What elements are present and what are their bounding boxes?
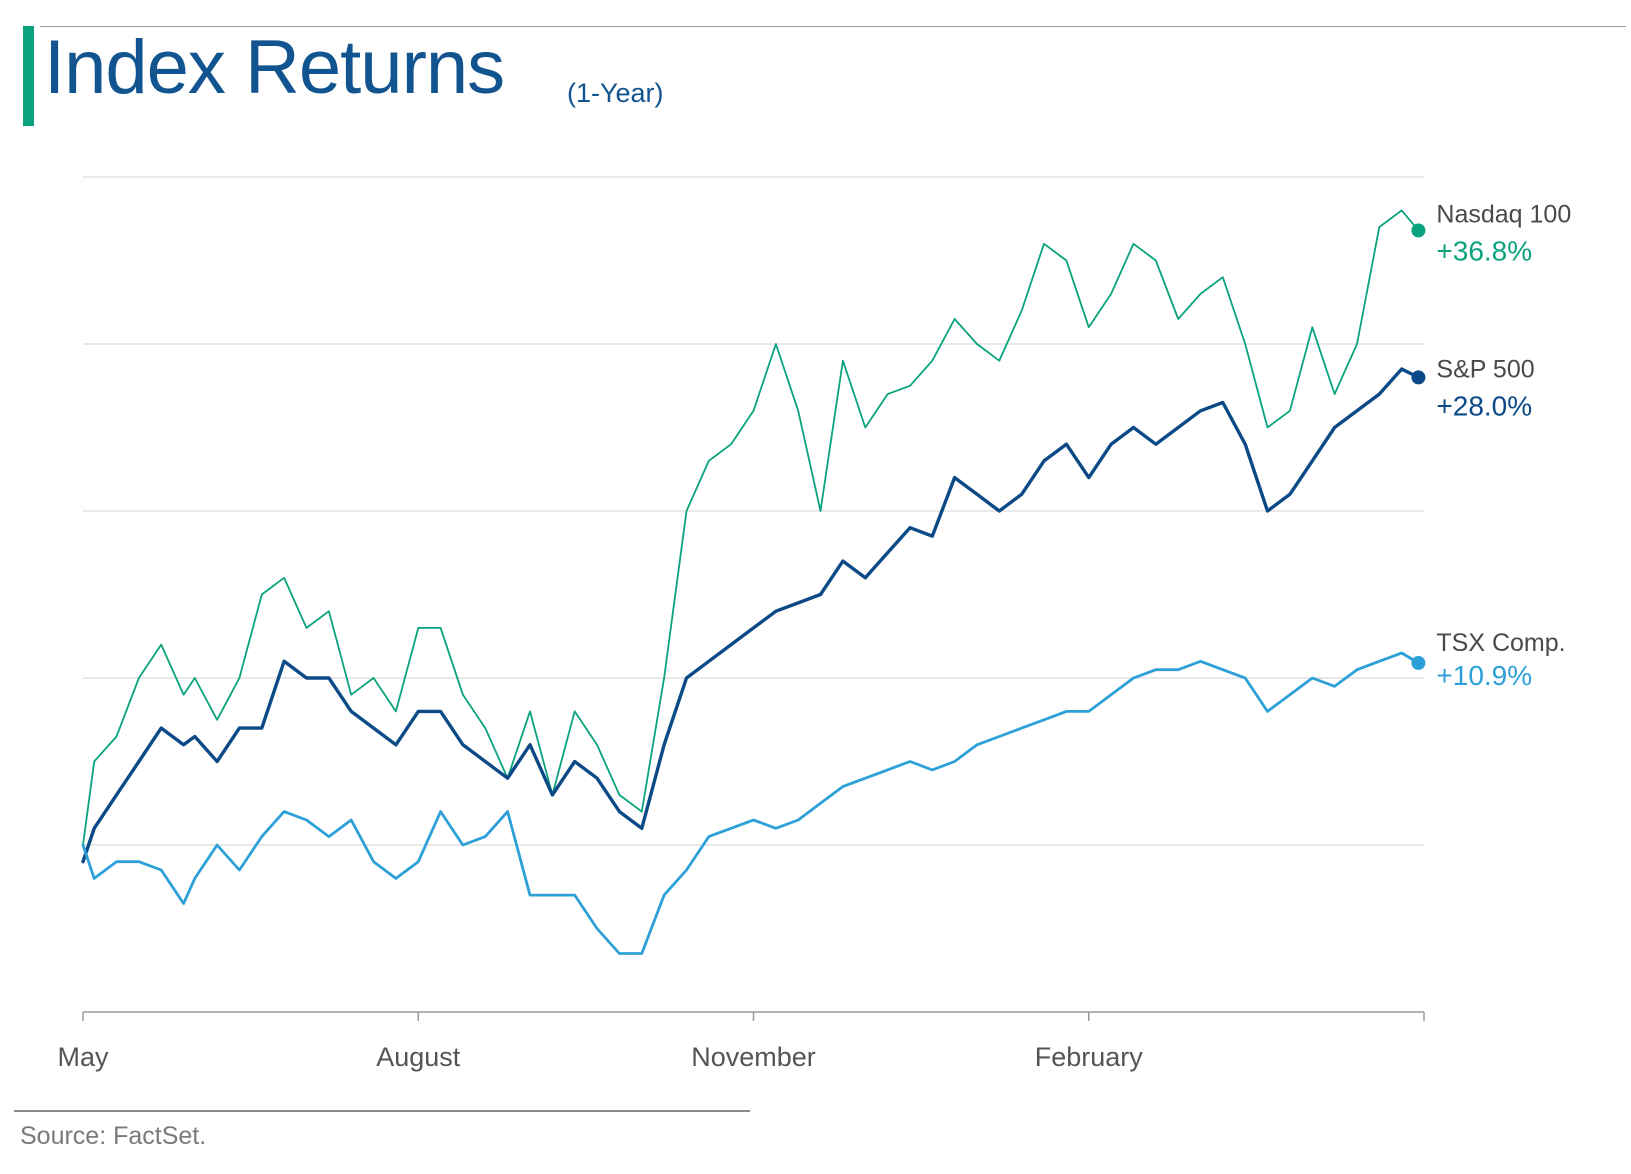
series-lines xyxy=(81,209,1421,955)
source-rule xyxy=(14,1110,750,1112)
series-value-label: +28.0% xyxy=(1436,390,1532,421)
x-tick-label: November xyxy=(691,1042,816,1072)
series-end-marker xyxy=(1411,655,1426,670)
title-accent-bar xyxy=(23,26,34,126)
series-end-marker xyxy=(1411,223,1426,238)
series-value-label: +36.8% xyxy=(1436,235,1532,266)
chart-subtitle: (1-Year) xyxy=(567,78,664,108)
chart-title: Index Returns xyxy=(44,25,505,110)
x-tick-label: May xyxy=(57,1042,109,1072)
x-axis: May August November February xyxy=(57,1011,1425,1072)
series-line-s-p-500 xyxy=(81,367,1421,864)
source-note: Source: FactSet. xyxy=(20,1122,207,1150)
series-end-marker xyxy=(1411,370,1426,385)
series-line-tsx-comp xyxy=(81,651,1420,955)
series-name-label: S&P 500 xyxy=(1436,355,1534,383)
series-line-nasdaq-100 xyxy=(82,209,1420,846)
series-name-label: TSX Comp. xyxy=(1436,629,1565,657)
x-tick-label: February xyxy=(1035,1042,1144,1072)
top-rule xyxy=(40,26,1626,27)
series-name-label: Nasdaq 100 xyxy=(1436,200,1571,228)
series-labels: Nasdaq 100 +36.8% S&P 500 +28.0% TSX Comp. +1… xyxy=(1411,200,1571,691)
series-value-label: +10.9% xyxy=(1436,660,1532,691)
x-tick-label: August xyxy=(376,1042,461,1072)
